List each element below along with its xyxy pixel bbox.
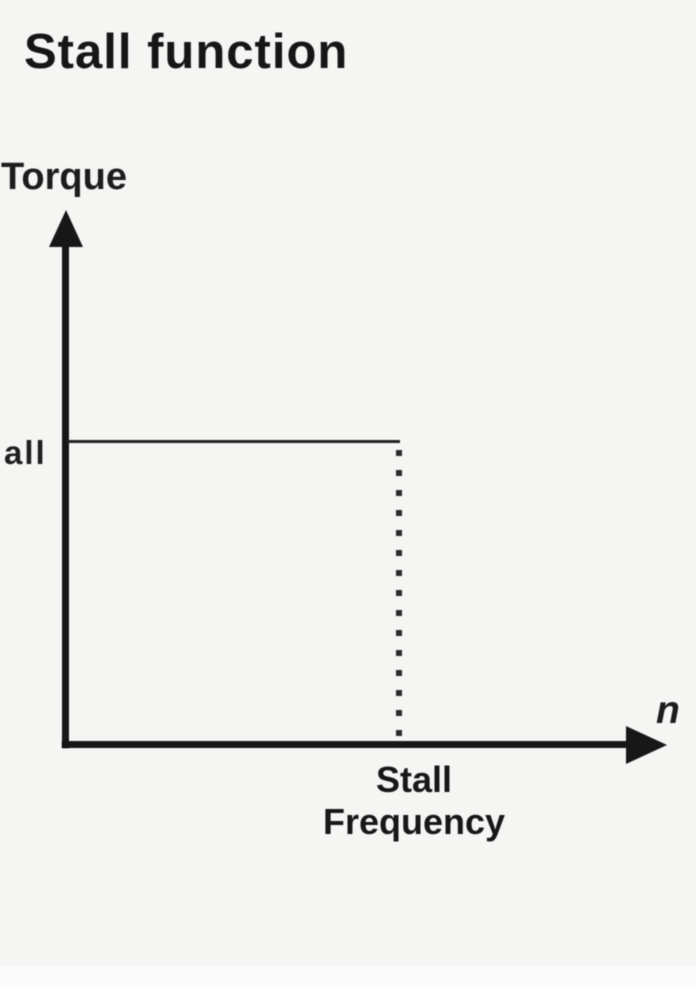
stall-frequency-tick-label-line1: Stall xyxy=(375,759,453,800)
y-axis-label: Torque xyxy=(1,156,127,198)
stall-frequency-dotted-marker-line xyxy=(396,450,402,742)
stall-frequency-tick-label: Stall Frequency xyxy=(284,759,544,843)
chart-title: Stall function xyxy=(24,25,349,79)
x-axis-variable-label: n xyxy=(656,689,680,732)
x-axis-line xyxy=(62,741,632,748)
stall-torque-tick-label: all xyxy=(4,434,47,471)
bottom-edge-band xyxy=(0,966,696,987)
stall-frequency-tick-label-line2: Frequency xyxy=(322,801,506,842)
y-axis-line xyxy=(62,240,69,748)
stall-torque-level-line xyxy=(67,440,400,443)
x-axis-arrowhead-right-icon xyxy=(626,726,667,764)
